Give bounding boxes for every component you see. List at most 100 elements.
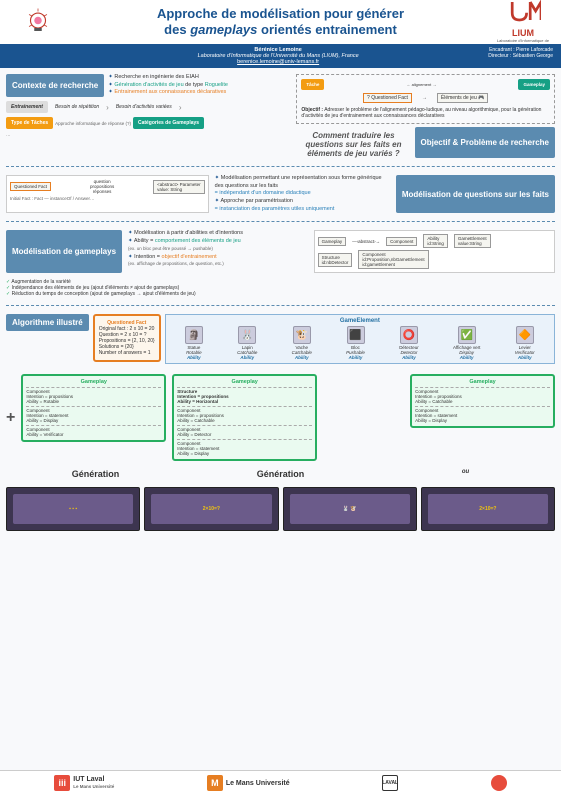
gameplay-instances-row: + GameplayComponent Intention = proposit… xyxy=(6,374,555,461)
ou-label: ou xyxy=(376,469,555,475)
fact-diagram-note: Initial Fact : Fact — instanceOf / Answe… xyxy=(10,196,205,201)
lemans-logo: M Le Mans Université xyxy=(207,775,290,791)
fact-bullets: Modélisation permettant une représentati… xyxy=(215,175,390,213)
flow-categories: Catégories de Gameplays xyxy=(133,117,204,129)
screenshots-row: ▪ ▪ ▪ 2×10=? 🐰 🐮 2×10=? xyxy=(6,487,555,531)
fact-label: Modélisation de questions sur les faits xyxy=(396,175,555,213)
divider xyxy=(6,305,555,306)
uml-structure: Structureid:nbDetector xyxy=(318,253,353,267)
algo-label: Algorithme illustré xyxy=(6,314,89,331)
tache-tag: Tâche xyxy=(301,79,324,90)
context-section: Contexte de recherche Recherche en ingén… xyxy=(6,74,290,158)
objective-section: Tâche ← alignement → Gameplay ? Question… xyxy=(296,74,555,158)
flow-varietes: Besoin d'activités variées xyxy=(111,101,177,113)
row-fact-model: Questioned Fact question propositions ré… xyxy=(6,175,555,213)
gp-uml: Gameplay —‹abstract›→ Component Abilityi… xyxy=(314,230,555,273)
fact-diagram: Questioned Fact question propositions ré… xyxy=(6,175,209,213)
context-label: Contexte de recherche xyxy=(6,74,104,97)
row-algo: Algorithme illustré Questioned Fact Orig… xyxy=(6,314,555,364)
game-screenshot-4: 2×10=? xyxy=(421,487,555,531)
supervisors: Encadrant : Pierre Laforcade Directeur :… xyxy=(488,47,553,65)
flow-repetition: Besoin de répétition xyxy=(50,101,104,113)
game-elements-box: GameElement 🗿StatueRotableAbility 🐰LapinC… xyxy=(165,314,555,364)
qf-reponses: réponses xyxy=(54,189,150,194)
objective-box: Tâche ← alignement → Gameplay ? Question… xyxy=(296,74,555,124)
gameplay-tag: Gameplay xyxy=(518,79,550,90)
game-element-item: ✅Affichage vertDisplayAbility xyxy=(453,326,480,360)
research-question: Comment traduire les questions sur les f… xyxy=(296,131,410,158)
gp-b3: Intention = objectif d'entrainement(ex. … xyxy=(128,254,308,269)
context-bullets: Recherche en ingénierie des EIAH Générat… xyxy=(108,74,228,97)
game-element-item: ⬛BlocPushableAbility xyxy=(346,326,365,360)
divider xyxy=(6,166,555,167)
qf-l5: Number of answers = 1 xyxy=(99,350,155,356)
flow-taches: Type de Tâches xyxy=(6,117,53,129)
check-3: Réduction du temps de conception (ajout … xyxy=(6,291,555,297)
right-logo: LIUM Laboratoire d'Informatique de l'Uni… xyxy=(493,4,553,40)
context-flow-2: Type de Tâches Approche informatique de … xyxy=(6,117,290,129)
game-screenshot-3: 🐰 🐮 xyxy=(283,487,417,531)
game-screenshot-2: 2×10=? xyxy=(144,487,278,531)
parameter-box: <abstract> Parameter value: String xyxy=(153,180,205,194)
gen-label-2: Génération xyxy=(191,469,370,479)
arrow-icon: › xyxy=(106,103,109,112)
flow-approche: Approche informatique de réponse (?) xyxy=(55,121,131,126)
ge-title: GameElement xyxy=(169,318,551,324)
plus-icon: + xyxy=(6,409,15,427)
elements-mini: Éléments de jeu 🎮 xyxy=(437,93,488,103)
game-element-item: 🐰LapinCatchableAbility xyxy=(237,326,257,360)
uml-assoc: —‹abstract›→ xyxy=(352,239,380,244)
row-context-objective: Contexte de recherche Recherche en ingén… xyxy=(6,74,555,158)
flow-entrainement: Entrainement xyxy=(6,101,48,113)
lium-icon xyxy=(505,0,541,26)
fact-b1: Modélisation permettant une représentati… xyxy=(215,175,390,198)
row-gameplay-model: Modélisation de gameplays Modélisation à… xyxy=(6,230,555,273)
game-element-item: 🗿StatueRotableAbility xyxy=(185,326,203,360)
gen-label-1: Génération xyxy=(6,469,185,479)
gp-model-label: Modélisation de gameplays xyxy=(6,230,122,273)
gameplay-box-2: GameplayStructure Intention = propositio… xyxy=(172,374,317,461)
fact-b2: Approche par paramétrisation= instanciat… xyxy=(215,198,390,213)
questioned-fact-box: Questioned Fact xyxy=(10,182,51,191)
uml-gameplay: Gameplay xyxy=(318,237,347,246)
divider xyxy=(6,221,555,222)
uml-ability: Abilityid:String xyxy=(423,234,448,248)
author-center: Bérénice Lemoine Laboratoire d'Informati… xyxy=(68,47,488,65)
objective-label: Objectif & Problème de recherche xyxy=(415,127,556,158)
circle-logo xyxy=(491,775,507,791)
left-logo xyxy=(8,4,68,40)
generation-row: Génération Génération ou xyxy=(6,467,555,479)
align-label: ← alignement → xyxy=(407,82,437,87)
title-block: Approche de modélisation pour générer de… xyxy=(68,6,493,37)
footer: iii IUT LavalLe Mans Université M Le Man… xyxy=(0,770,561,795)
author-bar: Bérénice Lemoine Laboratoire d'Informati… xyxy=(0,44,561,68)
bulb-icon xyxy=(20,7,56,37)
game-screenshot-1: ▪ ▪ ▪ xyxy=(6,487,140,531)
poster: Approche de modélisation pour générer de… xyxy=(0,0,561,795)
qfact-mini: ? Questioned Fact xyxy=(363,93,412,103)
lium-label: LIUM xyxy=(493,28,553,38)
author-email: berenice.lemoine@univ-lemans.fr xyxy=(68,59,488,65)
arrow-icon: › xyxy=(179,103,182,112)
context-b3: Entrainement aux connaissances déclarati… xyxy=(108,89,228,97)
game-element-item: ⭕DétecteurDetectorAbility xyxy=(399,326,419,360)
gameplay-box-3: GameplayComponent Intention = propositio… xyxy=(410,374,555,428)
questioned-fact-instance: Questioned Fact Original fact : 2 x 10 =… xyxy=(93,314,161,362)
context-b1: Recherche en ingénierie des EIAH xyxy=(108,74,228,82)
gp-checks: Augmentation de la variété Indépendance … xyxy=(6,279,555,297)
gameplay-box-1: GameplayComponent Intention = propositio… xyxy=(21,374,166,442)
laval-logo: LAVAL xyxy=(382,775,398,791)
content: Contexte de recherche Recherche en ingén… xyxy=(0,68,561,770)
header: Approche de modélisation pour générer de… xyxy=(0,0,561,44)
uml-component2: Componentid:Proposition,nbGameElementid:… xyxy=(358,250,428,269)
arrow-icon: → xyxy=(422,95,427,101)
game-element-item: 🐮VacheCatchableAbility xyxy=(292,326,312,360)
context-footnote: … xyxy=(6,132,290,137)
iut-logo: iii IUT LavalLe Mans Université xyxy=(54,775,114,791)
gp-b1: Modélisation à partir d'abilities et d'i… xyxy=(128,230,308,238)
gp-model-bullets: Modélisation à partir d'abilities et d'i… xyxy=(128,230,308,273)
uml-component: Component xyxy=(386,237,417,246)
uml-gameelement: GameElementvalue:String xyxy=(454,234,491,248)
objective-text: Objectif : Adresser le problème de l'ali… xyxy=(301,107,550,119)
title: Approche de modélisation pour générer de… xyxy=(68,6,493,37)
